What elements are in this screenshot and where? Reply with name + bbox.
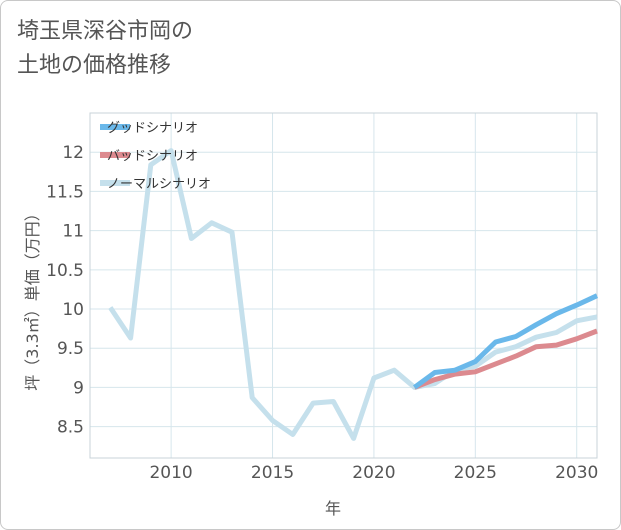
series-line-0	[413, 293, 599, 390]
grid-lines	[90, 113, 597, 458]
y-tick-label: 11.5	[46, 182, 84, 202]
y-tick-label: 9.5	[57, 339, 84, 359]
y-tick-label: 12	[62, 143, 84, 163]
chart-title-line-2: 土地の価格推移	[17, 53, 172, 78]
y-tick-label: 10.5	[46, 261, 84, 281]
legend-label-1: バッドシナリオ	[107, 149, 198, 164]
x-tick-label: 2010	[149, 463, 192, 483]
y-axis-label: 坪（3.3㎡）単価（万円）	[23, 205, 42, 390]
plot-frame	[89, 112, 598, 459]
x-tick-label: 2020	[352, 463, 395, 483]
legend-label-0: グッドシナリオ	[107, 121, 198, 136]
y-tick-label: 9	[73, 378, 84, 398]
y-tick-labels: 8.5 9 9.5 10 10.5 11 11.5 12	[46, 143, 84, 437]
series-line-2	[108, 148, 598, 441]
y-tick-label: 8.5	[57, 418, 84, 438]
chart-title-line-1: 埼玉県深谷市岡の	[17, 19, 194, 44]
x-tick-labels: 2010 2015 2020 2025 2030	[149, 463, 598, 483]
y-tick-label: 11	[62, 222, 84, 242]
x-tick-label: 2025	[454, 463, 497, 483]
x-tick-label: 2015	[251, 463, 294, 483]
series-line-1	[413, 328, 598, 390]
chart-title: 埼玉県深谷市岡の 土地の価格推移	[17, 15, 193, 83]
series-lines	[108, 148, 599, 441]
x-tick-label: 2030	[555, 463, 598, 483]
y-tick-label: 10	[62, 300, 84, 320]
x-axis-label: 年	[325, 499, 341, 518]
legend-label-2: ノーマルシナリオ	[107, 177, 211, 192]
